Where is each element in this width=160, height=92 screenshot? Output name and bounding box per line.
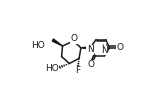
Polygon shape [81, 47, 90, 49]
Text: HO: HO [31, 41, 45, 50]
Text: O: O [70, 34, 77, 43]
Text: O: O [88, 60, 95, 69]
Polygon shape [52, 39, 63, 46]
Text: F: F [75, 66, 80, 75]
Text: N: N [101, 46, 108, 55]
Text: N: N [87, 45, 93, 54]
Text: HO: HO [45, 64, 58, 73]
Text: O: O [116, 43, 123, 52]
Text: H: H [101, 44, 107, 53]
